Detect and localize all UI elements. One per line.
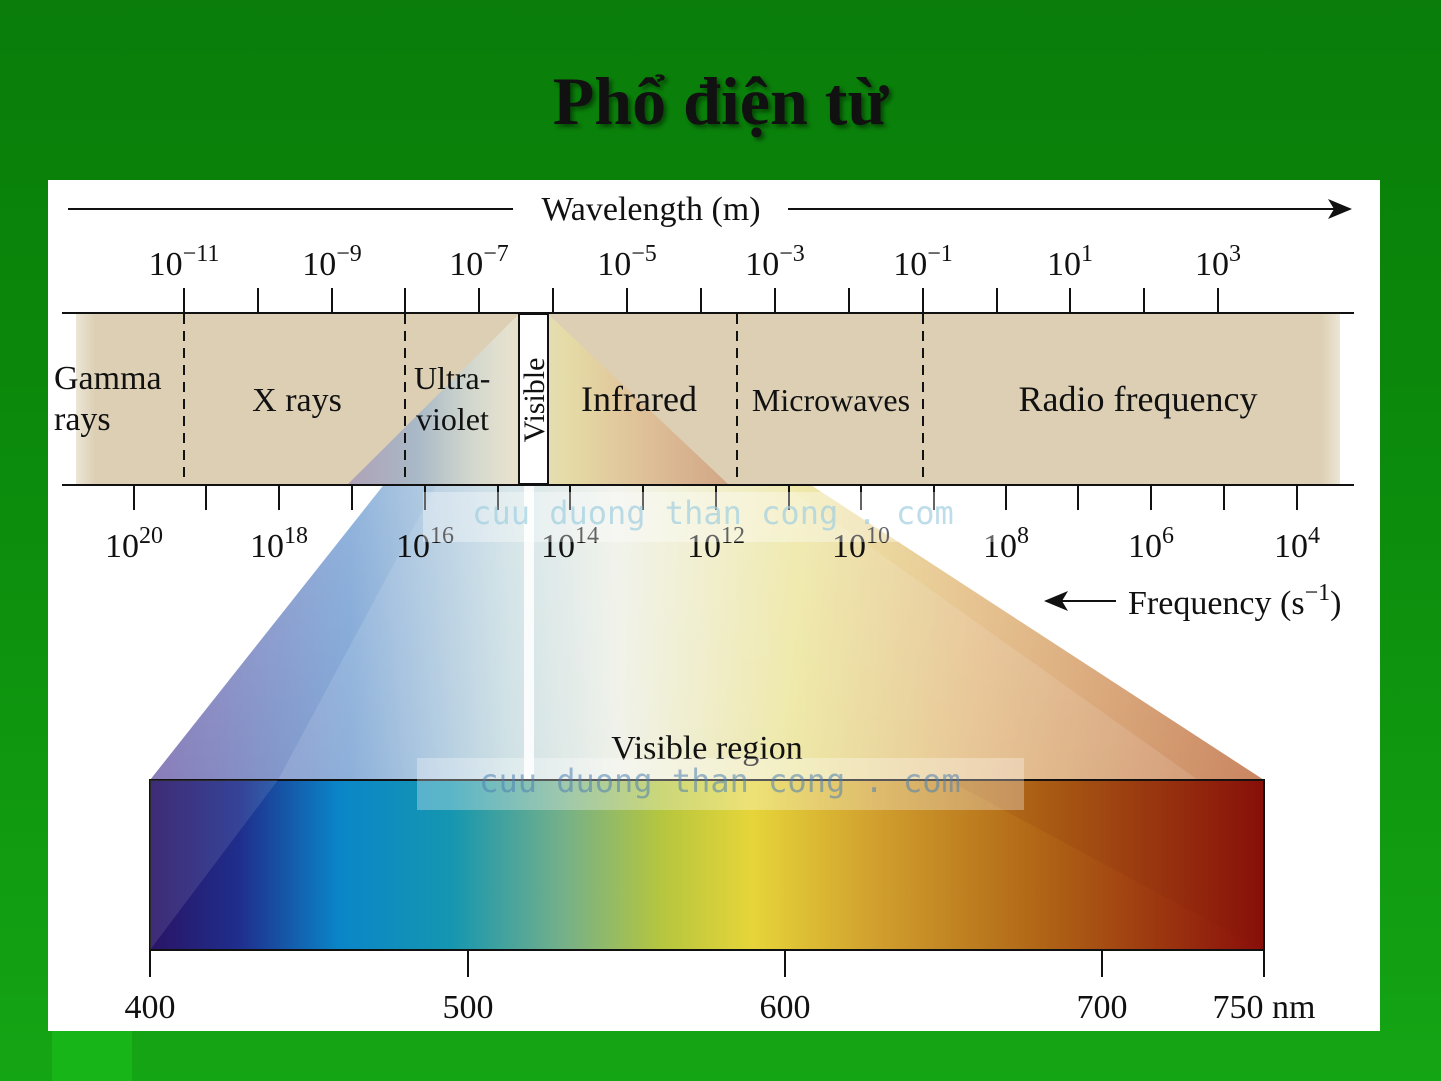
spectrum-diagram: Wavelength (m) 10−11 10−9 10−7 10−5 10−3… <box>54 191 1354 1026</box>
spectrum-panel: Wavelength (m) 10−11 10−9 10−7 10−5 10−3… <box>48 180 1380 1031</box>
watermark-box-1 <box>423 492 1003 542</box>
visible-region-tick-labels: 400 500 600 700 750 nm <box>125 989 1316 1026</box>
freq-tick-label: 1016 <box>396 523 454 565</box>
freq-tick-label: 108 <box>983 523 1029 565</box>
wl-tick-label: 10−1 <box>893 241 953 283</box>
label-uv-1: Ultra- <box>414 360 490 396</box>
label-visible: Visible <box>518 358 551 443</box>
wl-tick-label: 10−9 <box>302 241 362 283</box>
nm-tick-label: 700 <box>1077 989 1128 1026</box>
wl-tick-label: 10−11 <box>149 241 220 283</box>
visible-beam <box>524 480 534 780</box>
frequency-tick-labels: 1020 1018 1016 1014 1012 1010 108 106 10… <box>105 523 1320 565</box>
nm-tick-label: 750 nm <box>1213 989 1316 1026</box>
wavelength-tick-labels: 10−11 10−9 10−7 10−5 10−3 10−1 101 103 <box>149 241 1241 283</box>
visible-slot <box>518 313 549 485</box>
frequency-ticks <box>133 485 1298 510</box>
label-radio: Radio frequency <box>1019 379 1258 419</box>
visible-spectrum-bar <box>149 779 1265 951</box>
freq-tick-label: 1018 <box>250 523 308 565</box>
frequency-label: Frequency (s−1) <box>1128 580 1341 622</box>
nm-tick-label: 600 <box>760 989 811 1026</box>
label-gamma-rays: rays <box>54 401 111 438</box>
visible-bar-highlight <box>150 780 278 950</box>
wl-tick-label: 10−3 <box>745 241 805 283</box>
label-uv-2: violet <box>416 401 489 437</box>
wl-tick-label: 103 <box>1195 241 1241 283</box>
label-xrays: X rays <box>252 382 342 419</box>
freq-tick-label: 106 <box>1128 523 1174 565</box>
wl-tick-label: 101 <box>1047 241 1093 283</box>
spectrum-band <box>76 314 1340 484</box>
label-infrared: Infrared <box>581 379 697 419</box>
freq-tick-label: 1010 <box>832 523 890 565</box>
watermark-2: cuu duong than cong . com <box>479 762 961 800</box>
visible-region-label: Visible region <box>611 730 803 767</box>
visible-region-ticks <box>149 951 1265 977</box>
freq-tick-label: 104 <box>1274 523 1320 565</box>
label-gamma: Gamma <box>54 360 162 397</box>
nm-tick-label: 500 <box>443 989 494 1026</box>
wl-tick-label: 10−5 <box>597 241 657 283</box>
freq-tick-label: 1020 <box>105 523 163 565</box>
wavelength-label: Wavelength (m) <box>541 191 760 228</box>
region-dividers <box>183 314 924 484</box>
freq-tick-label: 1012 <box>687 523 745 565</box>
slide-title: Phổ điện từ <box>552 63 889 139</box>
freq-tick-label: 1014 <box>541 523 599 565</box>
wl-tick-label: 10−7 <box>449 241 509 283</box>
label-microwaves: Microwaves <box>752 382 910 418</box>
nm-tick-label: 400 <box>125 989 176 1026</box>
decorative-bar <box>52 1031 132 1081</box>
visible-bar-shadow <box>948 780 1264 950</box>
watermark-1: cuu duong than cong . com <box>472 494 954 532</box>
wavelength-ticks <box>183 288 1219 313</box>
watermark-box-2 <box>417 758 1024 810</box>
